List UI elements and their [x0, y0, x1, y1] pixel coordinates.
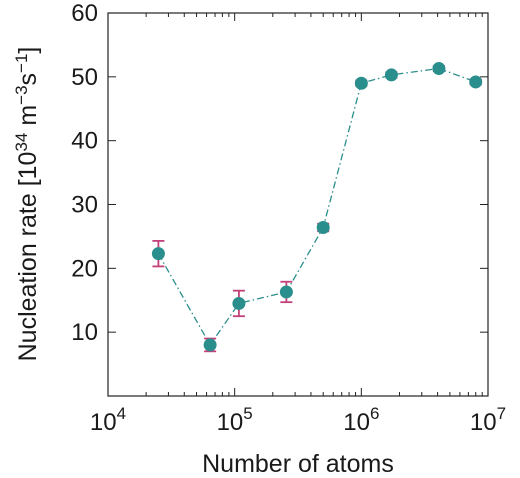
x-tick-base: 10	[217, 409, 244, 436]
x-tick-exp: 5	[243, 404, 252, 423]
y-label-m: m	[14, 105, 42, 133]
x-axis-label: Number of atoms	[202, 450, 394, 478]
y-label-exp-s: −1	[12, 54, 31, 73]
series-line	[157, 67, 476, 347]
x-tick-exp: 7	[497, 404, 506, 423]
y-label-base: Nucleation rate [10	[14, 152, 42, 362]
data-point	[316, 220, 330, 234]
y-tick-label: 30	[71, 192, 98, 219]
data-point	[232, 296, 246, 310]
data-point	[279, 285, 293, 299]
x-tick-base: 10	[470, 409, 497, 436]
data-point	[203, 338, 217, 352]
x-tick-label: 105	[217, 404, 253, 436]
axis-ticks	[107, 12, 489, 396]
data-point	[469, 75, 483, 89]
y-axis-label: Nucleation rate [1034 m−3s−1]	[12, 47, 42, 362]
y-tick-labels: 10 20 30 40 50 60	[71, 0, 98, 346]
y-label-end: ]	[14, 47, 42, 54]
y-tick-label: 60	[71, 0, 98, 27]
error-bars	[152, 65, 482, 353]
y-label-exp-m: −3	[12, 85, 31, 104]
x-tick-labels: 104 105 106 107	[90, 404, 506, 436]
data-point	[354, 76, 368, 90]
plot-frame	[107, 12, 489, 397]
x-tick-base: 10	[343, 409, 370, 436]
x-tick-label: 104	[90, 404, 126, 436]
x-tick-label: 106	[343, 404, 379, 436]
data-point	[384, 68, 398, 82]
x-tick-label: 107	[470, 404, 506, 436]
y-label-exp-34: 34	[12, 133, 31, 152]
data-point	[432, 62, 446, 76]
y-label-s: s	[14, 73, 42, 86]
y-tick-label: 40	[71, 128, 98, 155]
x-tick-base: 10	[90, 409, 117, 436]
x-tick-exp: 6	[370, 404, 379, 423]
y-tick-label: 10	[71, 319, 98, 346]
data-points	[151, 62, 483, 352]
x-tick-exp: 4	[117, 404, 126, 423]
y-tick-label: 20	[71, 255, 98, 282]
data-point	[151, 247, 165, 261]
y-tick-label: 50	[71, 64, 98, 91]
